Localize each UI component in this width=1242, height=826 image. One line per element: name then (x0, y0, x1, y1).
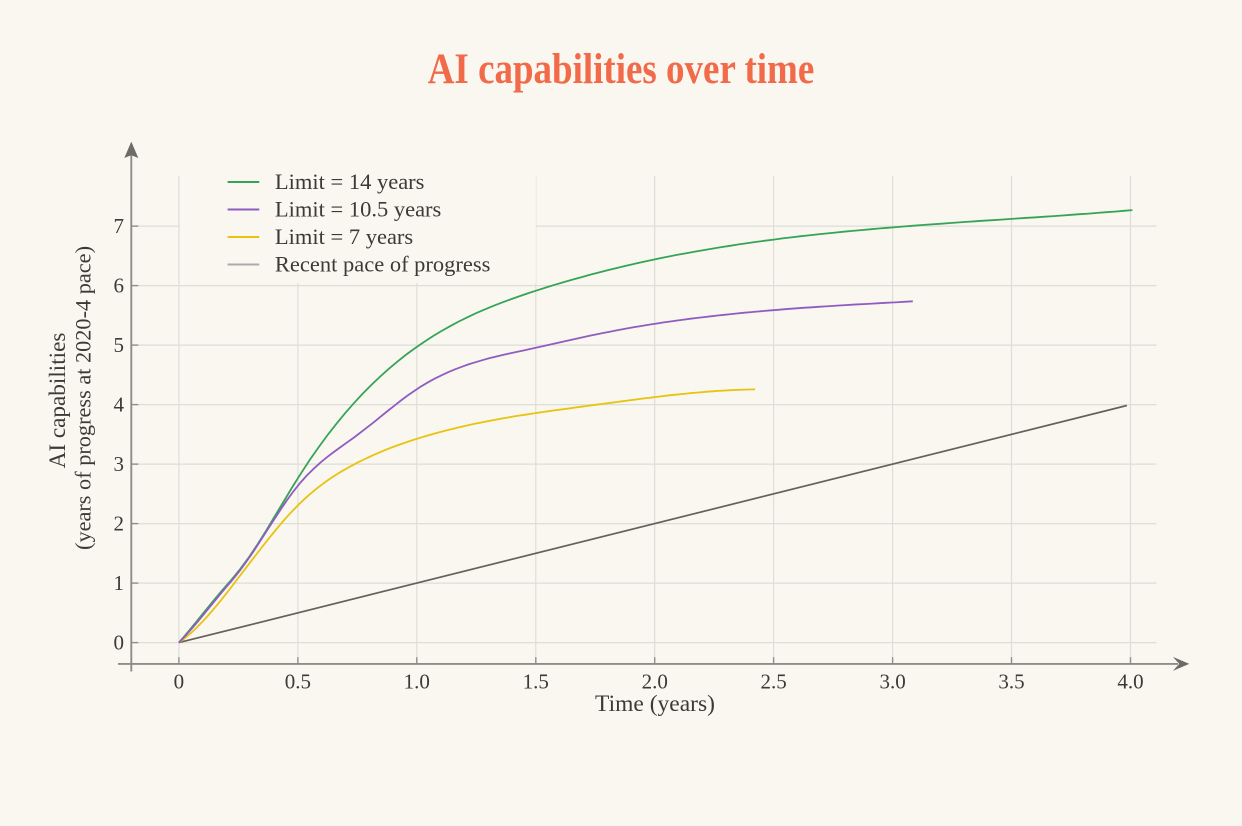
svg-text:2.0: 2.0 (642, 670, 668, 694)
svg-text:1: 1 (114, 571, 125, 595)
svg-text:6: 6 (114, 274, 125, 298)
svg-text:0.5: 0.5 (285, 670, 311, 694)
svg-text:3.5: 3.5 (998, 670, 1024, 694)
svg-text:1.5: 1.5 (523, 670, 549, 694)
svg-text:Time (years): Time (years) (595, 691, 715, 717)
svg-text:Limit = 7 years: Limit = 7 years (275, 224, 413, 249)
svg-text:0: 0 (114, 631, 125, 655)
svg-text:Recent pace of progress: Recent pace of progress (275, 252, 491, 277)
svg-text:3: 3 (114, 452, 125, 476)
svg-text:5: 5 (114, 333, 125, 357)
svg-text:1.0: 1.0 (404, 670, 430, 694)
svg-text:2.5: 2.5 (760, 670, 786, 694)
svg-text:Limit = 14 years: Limit = 14 years (275, 169, 425, 194)
svg-text:4: 4 (114, 393, 125, 417)
svg-text:Limit = 10.5 years: Limit = 10.5 years (275, 197, 441, 222)
svg-text:3.0: 3.0 (879, 670, 905, 694)
svg-text:2: 2 (114, 512, 125, 536)
svg-text:AI capabilities: AI capabilities (45, 333, 71, 469)
svg-text:7: 7 (114, 214, 125, 238)
svg-text:0: 0 (174, 670, 185, 694)
svg-text:4.0: 4.0 (1117, 670, 1143, 694)
svg-text:(years of progress at 2020-4 p: (years of progress at 2020-4 pace) (71, 246, 96, 550)
